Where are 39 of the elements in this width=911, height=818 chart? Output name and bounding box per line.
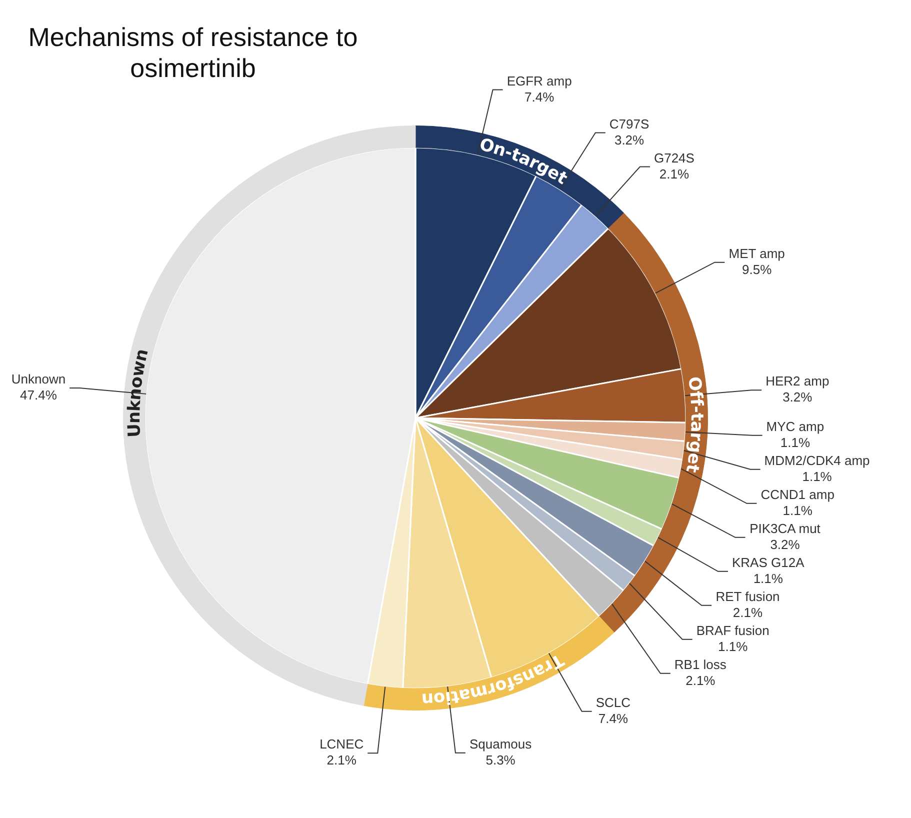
data-label: 1.1% <box>753 570 784 586</box>
text: Unknown <box>124 347 153 438</box>
chart-title: Mechanisms of resistance to osimertinib <box>28 22 358 84</box>
data-label: 3.2% <box>782 390 813 405</box>
slice-label: BRAF fusion <box>696 622 770 638</box>
slice-label: Unknown <box>11 372 66 387</box>
slice-label: G724S <box>654 150 695 166</box>
slice-label: RB1 loss <box>674 656 727 672</box>
slice-label: EGFR amp <box>506 73 572 88</box>
text: On-target <box>477 134 571 189</box>
slice-label: C797S <box>609 116 650 132</box>
data-label: 5.3% <box>486 752 516 768</box>
data-label: 7.4% <box>524 89 555 104</box>
data-label: 3.2% <box>770 536 800 552</box>
slice-label: MDM2/CDK4 amp <box>764 452 870 468</box>
slice-label: LCNEC <box>320 736 364 752</box>
slice-label: HER2 amp <box>766 374 830 389</box>
data-label: 2.1% <box>659 166 690 182</box>
data-label: 3.2% <box>614 132 645 148</box>
data-label: 2.1% <box>326 752 357 768</box>
data-label: 2.1% <box>686 672 716 688</box>
data-label: 1.1% <box>718 638 748 654</box>
data-label: 47.4% <box>20 388 58 403</box>
data-label: 1.1% <box>782 502 813 518</box>
slice-label: KRAS G12A <box>732 554 805 570</box>
slice-label: SCLC <box>596 694 631 710</box>
text: Off-target <box>681 376 706 474</box>
slice-label: MET amp <box>728 246 785 261</box>
slice-label: PIK3CA mut <box>750 520 821 536</box>
data-label: 2.1% <box>732 604 763 620</box>
slice-label: MYC amp <box>766 418 824 434</box>
data-label: 1.1% <box>780 434 810 450</box>
slice-label: Squamous <box>469 736 532 752</box>
slice-label: CCND1 amp <box>760 486 834 502</box>
data-label: 7.4% <box>598 710 628 726</box>
data-label: 1.1% <box>802 468 832 484</box>
data-label: 9.5% <box>742 262 772 277</box>
slice-label: RET fusion <box>716 588 780 604</box>
text: Transformation <box>421 649 567 709</box>
